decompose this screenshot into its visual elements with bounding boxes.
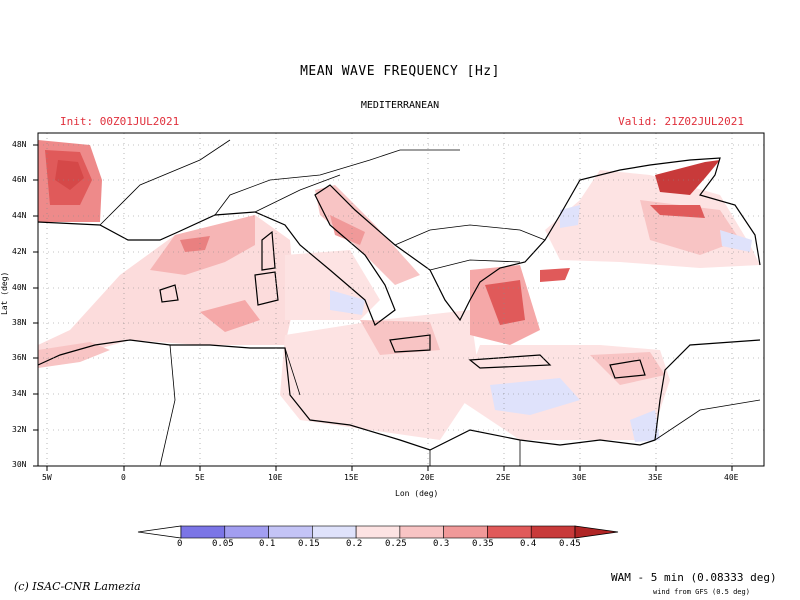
colorbar-label: 0.25 [385, 539, 407, 549]
y-tick-label: 36N [12, 353, 27, 362]
colorbar [137, 525, 619, 539]
country-borders [99, 139, 761, 466]
x-tick-label: 15E [344, 473, 359, 482]
model-info: WAM - 5 min (0.08333 deg) [611, 571, 777, 584]
colorbar-swatch [268, 525, 313, 539]
y-tick-label: 30N [12, 460, 27, 469]
map-title: MEAN WAVE FREQUENCY [Hz] [300, 64, 500, 79]
credit-label: (c) ISAC-CNR Lamezia [14, 580, 141, 593]
x-tick-label: 30E [572, 473, 587, 482]
colorbar-label: 0.45 [559, 539, 581, 549]
colorbar-swatch [224, 525, 269, 539]
y-tick-label: 40N [12, 283, 27, 292]
colorbar-label: 0.3 [433, 539, 450, 549]
x-tick-label: 5E [195, 473, 205, 482]
y-tick-label: 34N [12, 389, 27, 398]
colorbar-label: 0 [177, 539, 183, 549]
colorbar-label: 0.1 [259, 539, 276, 549]
y-tick-label: 38N [12, 318, 27, 327]
init-time-label: Init: 00Z01JUL2021 [60, 115, 180, 128]
colorbar-swatch [355, 525, 401, 539]
colorbar-swatch [312, 525, 357, 539]
plot-frame [37, 132, 765, 467]
x-tick-label: 0 [121, 473, 126, 482]
x-tick-label: 40E [724, 473, 739, 482]
x-tick-label: 35E [648, 473, 663, 482]
wind-info: wind from GFS (0.5 deg) [653, 588, 750, 596]
colorbar-swatch [487, 525, 532, 539]
colorbar-label: 0.15 [298, 539, 320, 549]
x-tick-label: 5W [42, 473, 52, 482]
y-axis-label: Lat (deg) [0, 271, 9, 315]
x-axis-label: Lon (deg) [395, 489, 439, 498]
y-tick-label: 46N [12, 175, 27, 184]
colorbar-swatch [443, 525, 488, 539]
colorbar-swatch [137, 525, 182, 539]
colorbar-label: 0.35 [472, 539, 494, 549]
x-tick-label: 20E [420, 473, 435, 482]
colorbar-swatch [530, 525, 576, 539]
colorbar-label: 0.2 [346, 539, 363, 549]
colorbar-swatch [574, 525, 619, 539]
valid-time-label: Valid: 21Z02JUL2021 [618, 115, 744, 128]
colorbar-label: 0.05 [212, 539, 234, 549]
y-tick-label: 44N [12, 211, 27, 220]
graticule [38, 133, 764, 466]
colorbar-swatch [399, 525, 444, 539]
region-label: MEDITERRANEAN [360, 100, 440, 111]
wave-field [38, 133, 764, 466]
y-tick-label: 48N [12, 140, 27, 149]
x-tick-label: 10E [268, 473, 283, 482]
colorbar-swatch [180, 525, 226, 539]
x-tick-label: 25E [496, 473, 511, 482]
y-tick-label: 42N [12, 247, 27, 256]
colorbar-label: 0.4 [520, 539, 537, 549]
tick-marks [33, 144, 733, 471]
y-tick-label: 32N [12, 425, 27, 434]
